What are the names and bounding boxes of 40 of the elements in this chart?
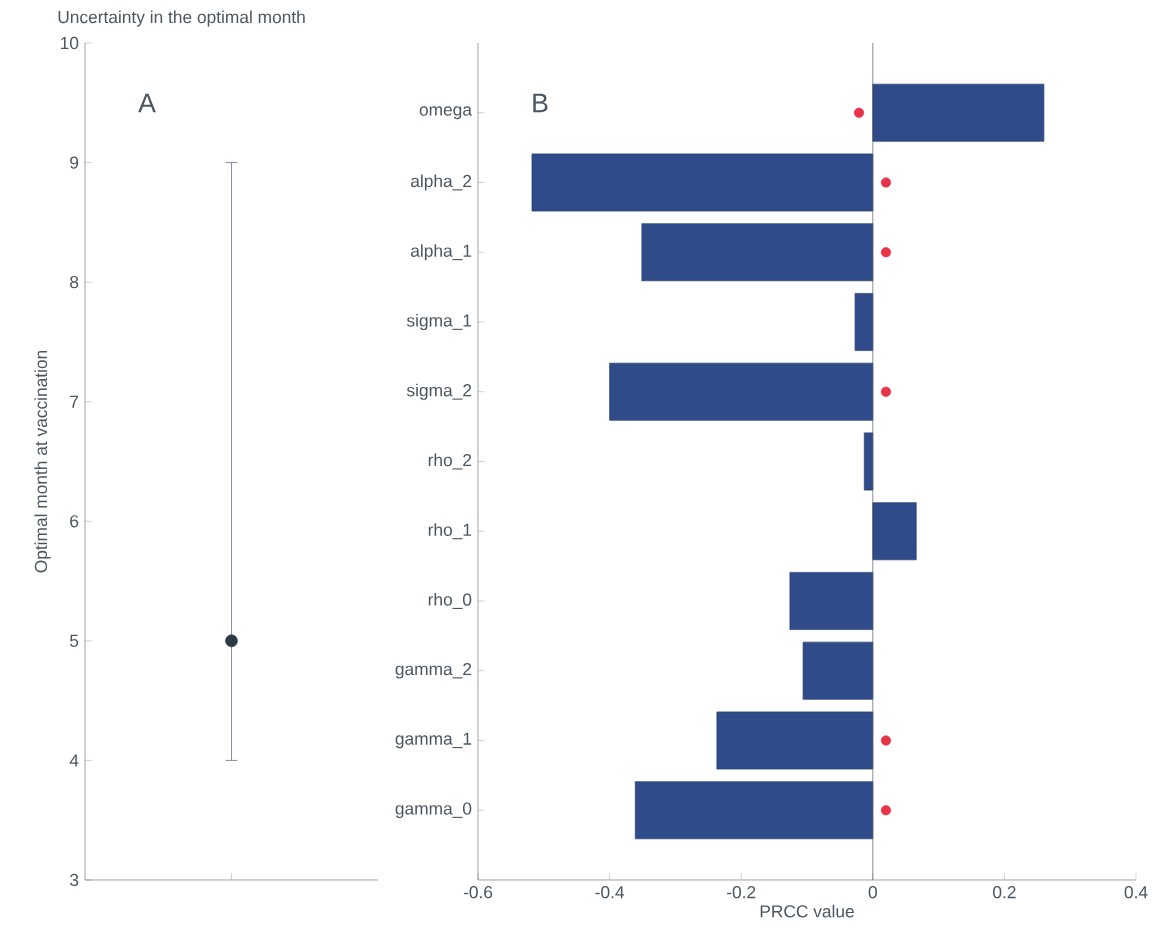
y-tick-label: 4: [69, 754, 79, 767]
y-tick-label: sigma_1: [406, 313, 472, 331]
bar: [872, 83, 1045, 142]
y-tick-label: 7: [70, 395, 79, 408]
annotation: A: [138, 93, 156, 113]
bar: [634, 781, 874, 840]
y-tick-label: alpha_2: [411, 174, 472, 191]
y-tick-label: gamma_1: [395, 732, 472, 749]
bar: [789, 572, 874, 630]
y-tick-label: 5: [70, 634, 79, 647]
bar: [641, 223, 874, 282]
bar: [802, 641, 874, 700]
x-tick-label: -0.4: [595, 886, 625, 899]
x-tick-label: 0: [868, 886, 877, 899]
x-tick-label: -0.6: [463, 886, 493, 899]
x-tick-label: -0.2: [727, 886, 756, 899]
annotation: B: [533, 93, 548, 113]
bar: [716, 711, 874, 770]
y-tick-label: 6: [70, 515, 79, 528]
x-tick-label: 0.4: [1124, 886, 1148, 899]
y-tick-label: 8: [70, 275, 79, 289]
y-tick-label: 9: [70, 156, 79, 169]
y-tick-label: 10: [61, 36, 79, 50]
y-tick-label: rho_0: [428, 592, 472, 609]
x-axis-title: PRCC value: [760, 904, 854, 918]
y-tick-label: 3: [69, 873, 79, 887]
bar: [854, 293, 874, 351]
y-tick-label: gamma_0: [395, 802, 472, 819]
y-tick-label: rho_2: [428, 453, 472, 470]
y-tick-label: sigma_2: [406, 383, 472, 400]
bar: [872, 502, 917, 561]
y-axis-title: Optimal month at vaccination: [34, 350, 51, 573]
chart-title: Uncertainty in the optimal month: [58, 10, 305, 27]
y-tick-label: alpha_1: [411, 244, 472, 261]
x-tick-label: 0.2: [993, 886, 1016, 899]
bar: [531, 153, 874, 212]
y-tick-label: gamma_2: [395, 662, 472, 679]
y-tick-label: omega: [419, 106, 472, 120]
bar: [609, 362, 874, 421]
y-tick-label: rho_1: [428, 523, 472, 540]
